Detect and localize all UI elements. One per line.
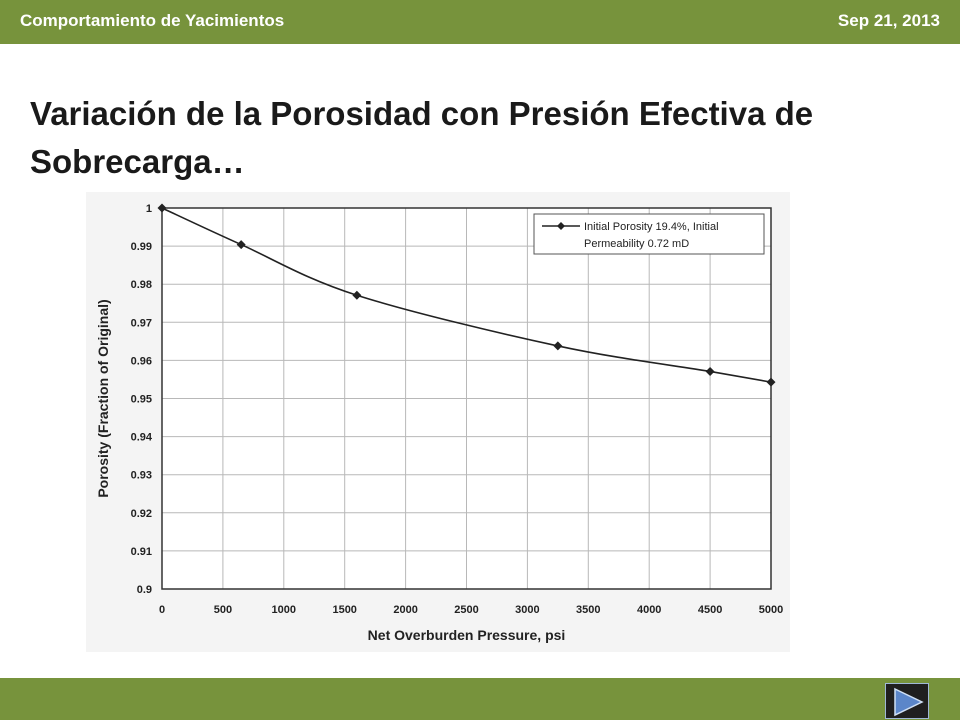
x-tick-label: 500 bbox=[214, 604, 232, 616]
header-bar: Comportamiento de Yacimientos Sep 21, 20… bbox=[0, 0, 960, 44]
data-point bbox=[705, 366, 715, 376]
y-tick-label: 0.97 bbox=[131, 317, 152, 329]
y-tick-label: 0.92 bbox=[131, 508, 152, 520]
y-tick-label: 0.9 bbox=[137, 584, 152, 596]
data-point bbox=[352, 290, 362, 300]
y-tick-label: 0.95 bbox=[131, 394, 152, 406]
x-tick-label: 1000 bbox=[272, 604, 296, 616]
y-tick-label: 0.91 bbox=[131, 546, 152, 558]
play-next-icon bbox=[894, 687, 924, 717]
data-point bbox=[236, 240, 246, 250]
x-tick-label: 3500 bbox=[576, 604, 600, 616]
x-tick-label: 1500 bbox=[332, 604, 356, 616]
chart-panel: 0 500 1000 1500 2000 2500 3000 3500 4000 4500 5000… bbox=[86, 192, 790, 652]
data-point bbox=[766, 377, 776, 387]
slide-title: Variación de la Porosidad con Presión Ef… bbox=[30, 95, 814, 180]
x-tick-label: 2500 bbox=[454, 604, 478, 616]
y-tick-label: 0.98 bbox=[131, 279, 152, 291]
legend-marker bbox=[557, 222, 565, 230]
y-tick-label: 0.96 bbox=[131, 355, 152, 367]
data-point bbox=[157, 203, 167, 213]
y-tick-label: 0.94 bbox=[131, 432, 153, 444]
x-tick-label: 4000 bbox=[637, 604, 661, 616]
y-tick-label: 1 bbox=[146, 203, 152, 215]
slide-date: Sep 21, 2013 bbox=[837, 11, 940, 30]
data-point bbox=[553, 341, 563, 351]
x-tick-label: 4500 bbox=[698, 604, 722, 616]
y-tick-label: 0.99 bbox=[131, 241, 152, 253]
legend-box bbox=[533, 213, 765, 255]
presentation-title: Comportamiento de Yacimientos bbox=[20, 11, 285, 30]
x-tick-label: 0 bbox=[159, 604, 165, 616]
plot-frame bbox=[161, 207, 772, 590]
next-slide-button[interactable] bbox=[885, 683, 929, 719]
x-tick-label: 5000 bbox=[759, 604, 783, 616]
x-axis-label: Net Overburden Pressure, psi bbox=[368, 627, 566, 643]
footer-bar bbox=[0, 678, 960, 720]
y-tick-label: 0.93 bbox=[131, 470, 152, 482]
legend-label-line2: Permeability 0.72 mD bbox=[584, 238, 689, 250]
porosity-chart: 0 500 1000 1500 2000 2500 3000 3500 4000 4500 5000… bbox=[95, 203, 783, 643]
x-tick-label: 2000 bbox=[393, 604, 417, 616]
legend-label-line1: Initial Porosity 19.4%, Initial bbox=[584, 221, 719, 233]
y-axis-label: Porosity (Fraction of Original) bbox=[95, 299, 111, 497]
x-tick-label: 3000 bbox=[515, 604, 539, 616]
